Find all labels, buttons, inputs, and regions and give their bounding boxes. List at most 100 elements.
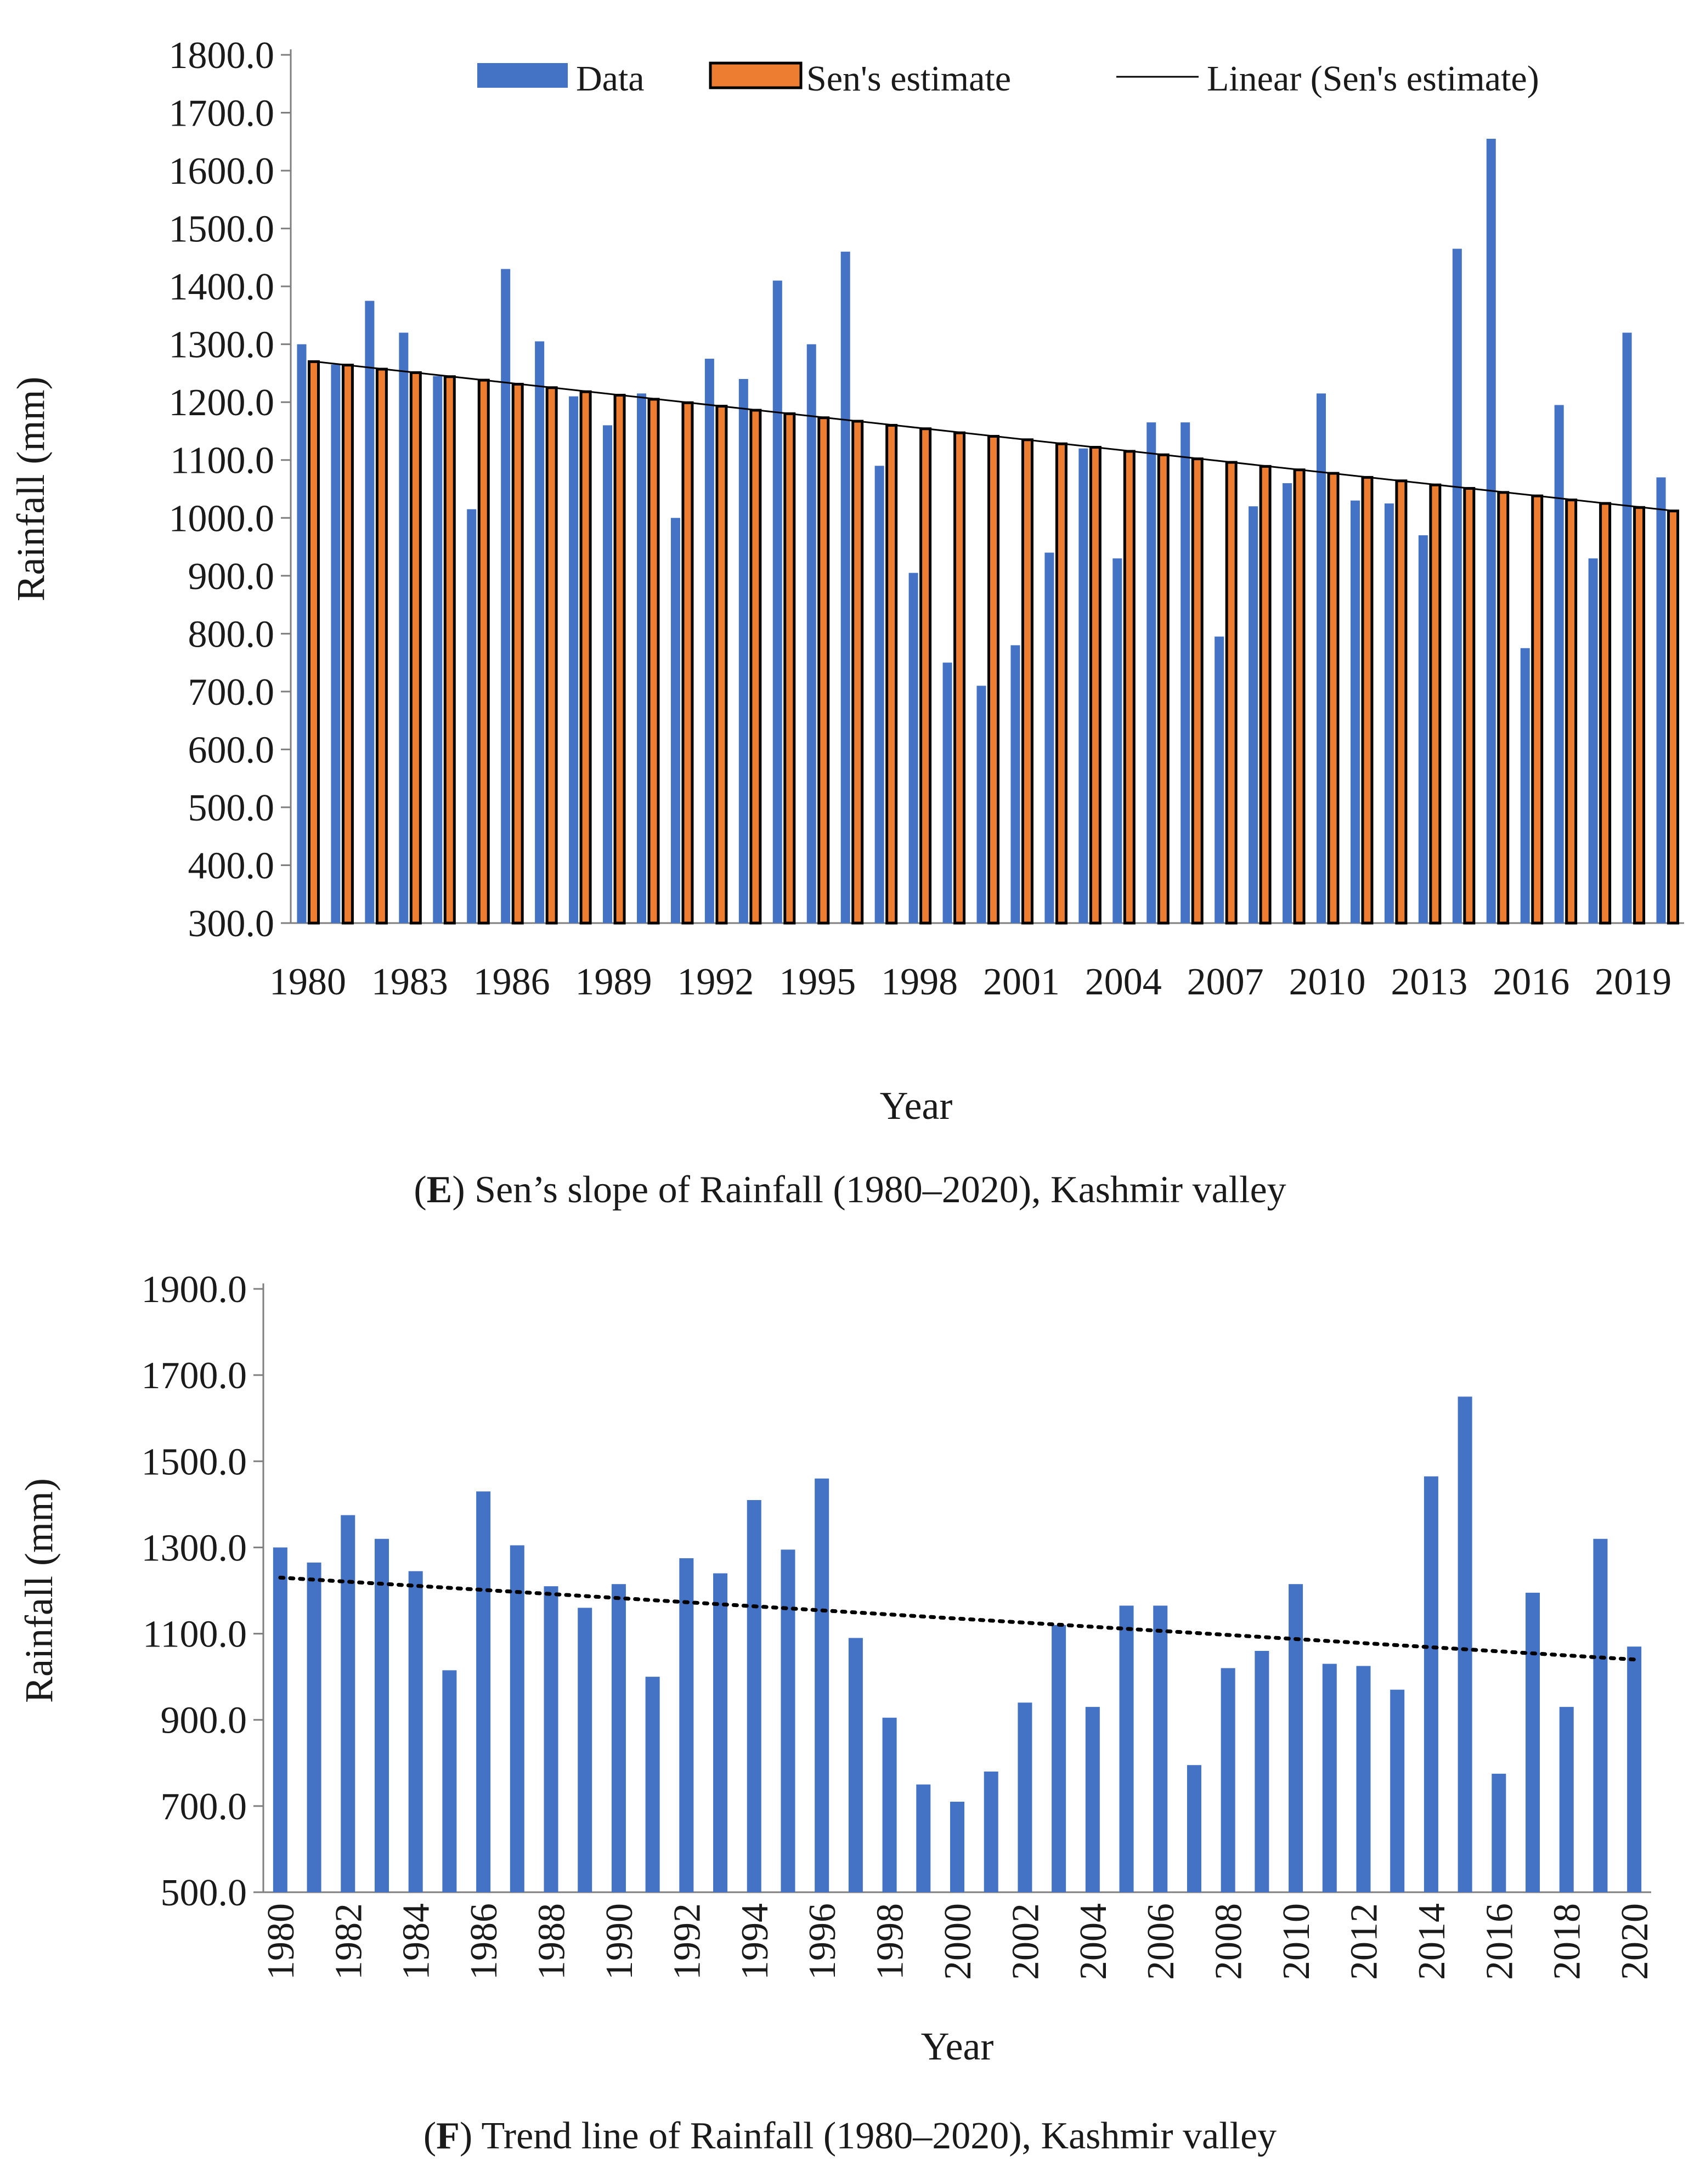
y-tick-label: 500.0 <box>188 787 275 829</box>
sens-estimate-bar-2006 <box>1191 457 1204 925</box>
data-bar-2014 <box>1452 248 1462 924</box>
caption-f-letter: F <box>436 2115 460 2157</box>
data-bar-2010 <box>1317 393 1326 923</box>
data-bar-1992 <box>679 1558 694 1892</box>
sens-estimate-bar-2005 <box>1157 453 1170 925</box>
legend-label-sens: Sen's estimate <box>806 59 1011 99</box>
y-tick-label: 600.0 <box>188 729 275 771</box>
legend-swatch-data <box>477 63 568 88</box>
data-bar-1982 <box>341 1515 355 1892</box>
data-bar-2019 <box>1622 332 1632 923</box>
sens-estimate-bar-1982 <box>375 367 388 925</box>
sens-estimate-bar-1981 <box>341 364 354 925</box>
y-tick-label: 1700.0 <box>142 1355 247 1397</box>
sens-estimate-bar-1998 <box>919 427 932 925</box>
x-tick-label: 2014 <box>1411 1903 1453 1980</box>
y-tick-label: 900.0 <box>161 1700 247 1742</box>
x-tick-label: 1983 <box>371 961 448 1003</box>
data-bar-1996 <box>815 1478 829 1892</box>
x-tick-label: 2002 <box>1004 1903 1047 1980</box>
sens-estimate-bar-2008 <box>1259 465 1272 925</box>
x-tick-label: 1992 <box>666 1903 708 1980</box>
sens-estimate-bar-1985 <box>477 378 490 925</box>
sens-estimate-bar-1993 <box>749 409 762 925</box>
y-tick-label: 1300.0 <box>142 1527 247 1569</box>
data-bar-1993 <box>738 378 748 923</box>
y-tick-label: 1400.0 <box>169 266 275 308</box>
y-tick-label: 1300.0 <box>169 324 275 366</box>
data-bar-2003 <box>1052 1625 1066 1892</box>
caption-e: (E) Sen’s slope of Rainfall (1980–2020),… <box>414 1169 1286 1211</box>
data-bar-1988 <box>544 1586 558 1892</box>
y-tick-label: 800.0 <box>188 613 275 655</box>
sens-estimate-bar-2018 <box>1599 502 1612 925</box>
sens-estimate-bar-1980 <box>307 360 320 925</box>
data-bar-1996 <box>840 251 850 923</box>
sens-estimate-bar-1989 <box>613 394 626 925</box>
x-tick-label: 2007 <box>1187 961 1264 1003</box>
y-tick-label: 1900.0 <box>142 1269 247 1311</box>
y-tick-label: 1700.0 <box>169 93 275 135</box>
data-bar-2020 <box>1656 477 1666 923</box>
chart-e: 300.0 400.0 500.0 600.0 700.0 800.0 900.0 1000.… <box>9 35 1684 1128</box>
data-bar-2000 <box>976 686 986 923</box>
data-bar-1993 <box>713 1573 728 1892</box>
data-bar-2017 <box>1526 1592 1540 1892</box>
x-tick-label: 2006 <box>1140 1903 1182 1980</box>
sens-estimate-bar-1987 <box>545 386 558 925</box>
x-axis-title: Year <box>921 2024 994 2068</box>
chart-f: 500.0 700.0 900.0 1100.0 1300.0 1500.0 1700.0 1… <box>17 1269 1656 2068</box>
y-tick-label: 700.0 <box>161 1786 247 1828</box>
data-bar-1987 <box>535 341 545 923</box>
data-bar-2002 <box>1018 1702 1032 1892</box>
data-bar-2018 <box>1559 1707 1574 1892</box>
data-bar-2004 <box>1112 558 1122 923</box>
data-bar-1981 <box>307 1562 321 1892</box>
data-bar-2008 <box>1221 1668 1235 1892</box>
data-bar-1991 <box>670 518 680 923</box>
y-tick-label: 1500.0 <box>169 208 275 251</box>
y-tick-label: 1000.0 <box>169 497 275 540</box>
data-bar-1988 <box>569 396 579 923</box>
sens-estimate-bar-1999 <box>953 431 966 925</box>
data-bar-2007 <box>1187 1765 1201 1892</box>
data-bar-1990 <box>611 1584 626 1892</box>
caption-f: (F) Trend line of Rainfall (1980–2020), … <box>423 2115 1277 2157</box>
x-tick-label: 1980 <box>260 1903 302 1980</box>
sens-estimate-bar-1996 <box>851 420 864 925</box>
sens-estimate-bar-2013 <box>1429 483 1442 925</box>
sens-estimate-bar-1992 <box>715 405 728 925</box>
data-bar-1983 <box>399 332 409 923</box>
data-bar-2004 <box>1085 1707 1100 1892</box>
x-tick-label: 1998 <box>881 961 958 1003</box>
x-tick-label: 1992 <box>677 961 754 1003</box>
sens-estimate-bar-2011 <box>1361 476 1374 925</box>
data-bar-2013 <box>1390 1689 1405 1892</box>
x-tick-label: 2001 <box>983 961 1060 1003</box>
data-bar-2014 <box>1424 1476 1438 1892</box>
data-bar-1980 <box>297 344 307 923</box>
caption-e-text: Sen’s slope of Rainfall (1980–2020), Kas… <box>465 1169 1286 1211</box>
data-bar-1997 <box>874 466 884 923</box>
data-bar-2007 <box>1215 636 1224 923</box>
data-bar-1981 <box>331 364 341 923</box>
trend-line <box>315 360 1675 512</box>
sens-estimate-bar-1997 <box>885 423 898 925</box>
y-tick-label: 1100.0 <box>170 440 274 482</box>
x-tick-label: 1984 <box>396 1903 438 1980</box>
caption-e-letter: E <box>426 1169 453 1211</box>
data-bar-1990 <box>636 393 646 923</box>
data-bar-2015 <box>1486 139 1496 924</box>
data-bar-2017 <box>1554 405 1564 923</box>
y-tick-label: 1600.0 <box>169 150 275 193</box>
sens-estimate-bar-2017 <box>1565 499 1578 925</box>
x-tick-label: 2013 <box>1391 961 1467 1003</box>
y-tick-label: 1200.0 <box>169 382 275 424</box>
caption-f-text: Trend line of Rainfall (1980–2020), Kash… <box>472 2115 1277 2157</box>
data-bar-1998 <box>882 1717 897 1892</box>
data-bar-1985 <box>442 1670 457 1892</box>
x-tick-label: 2020 <box>1614 1903 1656 1980</box>
sens-estimate-bar-1990 <box>647 398 660 925</box>
y-tick-label: 500.0 <box>161 1872 247 1914</box>
data-bar-1997 <box>848 1638 863 1892</box>
